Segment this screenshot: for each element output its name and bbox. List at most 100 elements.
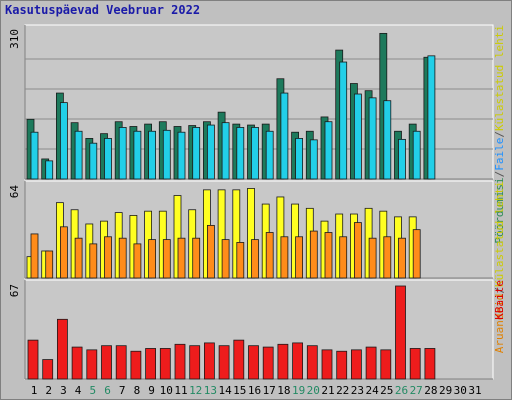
bar-kbaite bbox=[365, 346, 377, 380]
x-day-label: 18 bbox=[277, 384, 290, 397]
bar-aruandeid bbox=[383, 236, 392, 279]
bar-kbaite bbox=[306, 345, 318, 380]
legend-entry: Külastatud lehti bbox=[493, 181, 506, 287]
bar-kbaite bbox=[248, 345, 259, 380]
bar-kbaite bbox=[262, 346, 274, 380]
bar-aruandeid bbox=[104, 236, 112, 279]
bar-kbaite bbox=[101, 345, 112, 380]
x-day-label: 13 bbox=[204, 384, 217, 397]
legend-entry: Pöördumisi bbox=[493, 177, 506, 243]
bar-kbaite bbox=[71, 346, 83, 380]
bar-aruandeid bbox=[206, 224, 215, 279]
legend-bottom: KBaite bbox=[493, 280, 506, 320]
bar-külastatud-lehti bbox=[173, 195, 182, 279]
bar-kbaite bbox=[409, 348, 421, 380]
legend-entry: / bbox=[493, 287, 506, 294]
x-day-label: 21 bbox=[321, 384, 334, 397]
bar-kbaite bbox=[57, 318, 68, 380]
x-day-label: 14 bbox=[218, 384, 232, 397]
x-day-label: 28 bbox=[424, 384, 437, 397]
legend-entry: / bbox=[493, 131, 506, 138]
bar-faile bbox=[162, 129, 171, 180]
bar-kbaite bbox=[218, 345, 230, 380]
x-day-label: 24 bbox=[365, 384, 379, 397]
bar-faile bbox=[236, 127, 245, 180]
bar-kbaite bbox=[380, 349, 392, 380]
x-day-label: 12 bbox=[189, 384, 202, 397]
bar-faile bbox=[412, 130, 421, 180]
bar-faile bbox=[427, 55, 436, 180]
legend-middle: Aruandeid/Külastatud lehti bbox=[493, 181, 506, 353]
bar-aruandeid bbox=[192, 237, 201, 279]
bar-aruandeid bbox=[295, 236, 304, 279]
y-max-label-bottom: 67 bbox=[8, 284, 21, 297]
bar-kbaite bbox=[350, 349, 362, 380]
bar-faile bbox=[60, 102, 68, 180]
x-day-label: 26 bbox=[395, 384, 408, 397]
x-day-label: 23 bbox=[351, 384, 364, 397]
x-day-label: 3 bbox=[60, 384, 67, 397]
bar-faile bbox=[89, 142, 98, 180]
bar-faile bbox=[295, 138, 304, 180]
bar-kbaite bbox=[145, 348, 157, 380]
x-day-label: 8 bbox=[134, 384, 141, 397]
bar-faile bbox=[192, 127, 201, 180]
x-day-label: 30 bbox=[454, 384, 467, 397]
x-day-label: 7 bbox=[119, 384, 126, 397]
bar-aruandeid bbox=[324, 232, 333, 279]
bar-faile bbox=[177, 131, 186, 180]
bar-aruandeid bbox=[162, 239, 171, 279]
x-day-label: 29 bbox=[439, 384, 452, 397]
bar-kbaite bbox=[395, 285, 406, 380]
bar-kbaite bbox=[130, 350, 142, 380]
bar-aruandeid bbox=[236, 242, 245, 279]
bar-aruandeid bbox=[280, 236, 289, 279]
bar-kbaite bbox=[277, 343, 289, 380]
chart-title: Kasutuspäevad Veebruar 2022 bbox=[5, 3, 201, 17]
bar-aruandeid bbox=[368, 237, 377, 279]
bar-faile bbox=[206, 124, 215, 180]
bar-kbaite bbox=[203, 342, 215, 380]
legend-entry: Külastatud lehti bbox=[493, 25, 506, 131]
bar-aruandeid bbox=[60, 226, 68, 279]
bar-aruandeid bbox=[412, 229, 421, 279]
x-day-label: 22 bbox=[336, 384, 349, 397]
bar-faile bbox=[104, 138, 112, 180]
bar-faile bbox=[251, 127, 259, 180]
bar-faile bbox=[368, 97, 377, 180]
bar-aruandeid bbox=[177, 237, 186, 279]
bar-kbaite bbox=[86, 349, 98, 380]
bar-külastatud-lehti bbox=[247, 188, 255, 279]
bar-kbaite bbox=[159, 348, 171, 380]
bar-aruandeid bbox=[309, 230, 318, 279]
legend-top: Pöördumisi/Faile/Külastatud lehti bbox=[493, 25, 506, 244]
legend-entry: Aruandeid bbox=[493, 294, 506, 354]
bar-kbaite bbox=[174, 343, 186, 380]
bar-aruandeid bbox=[353, 222, 362, 279]
bar-kbaite bbox=[189, 345, 201, 380]
x-day-label: 2 bbox=[45, 384, 52, 397]
x-day-label: 4 bbox=[75, 384, 82, 397]
bar-kbaite bbox=[321, 349, 333, 380]
x-day-label: 27 bbox=[410, 384, 423, 397]
bar-faile bbox=[309, 139, 318, 180]
y-max-label-top: 310 bbox=[8, 29, 21, 49]
legend-entry: Faile bbox=[493, 138, 506, 171]
legend-entry: KBaite bbox=[493, 280, 506, 320]
bar-faile bbox=[221, 122, 230, 180]
x-day-label: 15 bbox=[233, 384, 246, 397]
bar-aruandeid bbox=[118, 237, 127, 279]
bar-kbaite bbox=[27, 339, 39, 380]
bar-aruandeid bbox=[89, 243, 98, 279]
bar-faile bbox=[353, 93, 362, 180]
bar-aruandeid bbox=[45, 250, 54, 279]
bar-kbaite bbox=[42, 359, 54, 380]
bar-aruandeid bbox=[74, 237, 83, 279]
bar-aruandeid bbox=[221, 239, 230, 279]
x-day-label: 16 bbox=[248, 384, 261, 397]
bar-aruandeid bbox=[148, 239, 157, 279]
bar-aruandeid bbox=[339, 236, 348, 279]
bar-faile bbox=[383, 100, 392, 180]
